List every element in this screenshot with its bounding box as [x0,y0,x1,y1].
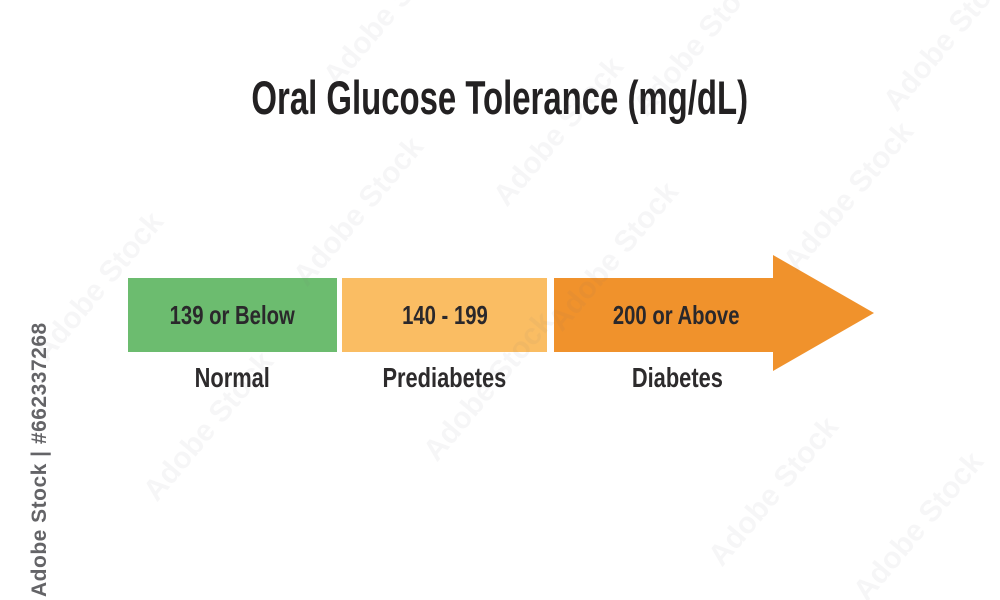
segment-prediabetes: 140 - 199 [342,278,547,352]
watermark-tile: Adobe Stock [286,130,431,293]
adobe-stock-id-watermark: Adobe Stock | #662337268 [28,322,51,597]
watermark-tile: Adobe Stock [701,410,846,573]
segment-prediabetes-label-wrap: Prediabetes [342,362,547,394]
segment-normal-range-text: 139 or Below [169,299,296,330]
arrow-head-icon [773,255,874,371]
segment-diabetes: 200 or Above [554,278,773,352]
segment-diabetes-label: Diabetes [631,362,723,393]
segment-prediabetes-range-text: 140 - 199 [401,299,488,330]
segment-normal-label: Normal [194,362,271,393]
segment-diabetes-label-wrap: Diabetes [554,362,800,394]
segment-normal-label-wrap: Normal [128,362,337,394]
page-title-text: Oral Glucose Tolerance (mg/dL) [251,71,749,124]
segment-diabetes-range-text: 200 or Above [613,299,740,330]
segment-normal: 139 or Below [128,278,337,352]
watermark-tile: Adobe Stock [846,445,991,600]
segment-prediabetes-label: Prediabetes [382,362,507,393]
page-title: Oral Glucose Tolerance (mg/dL) [0,74,1000,121]
watermark-tile: Adobe Stock [776,115,921,278]
